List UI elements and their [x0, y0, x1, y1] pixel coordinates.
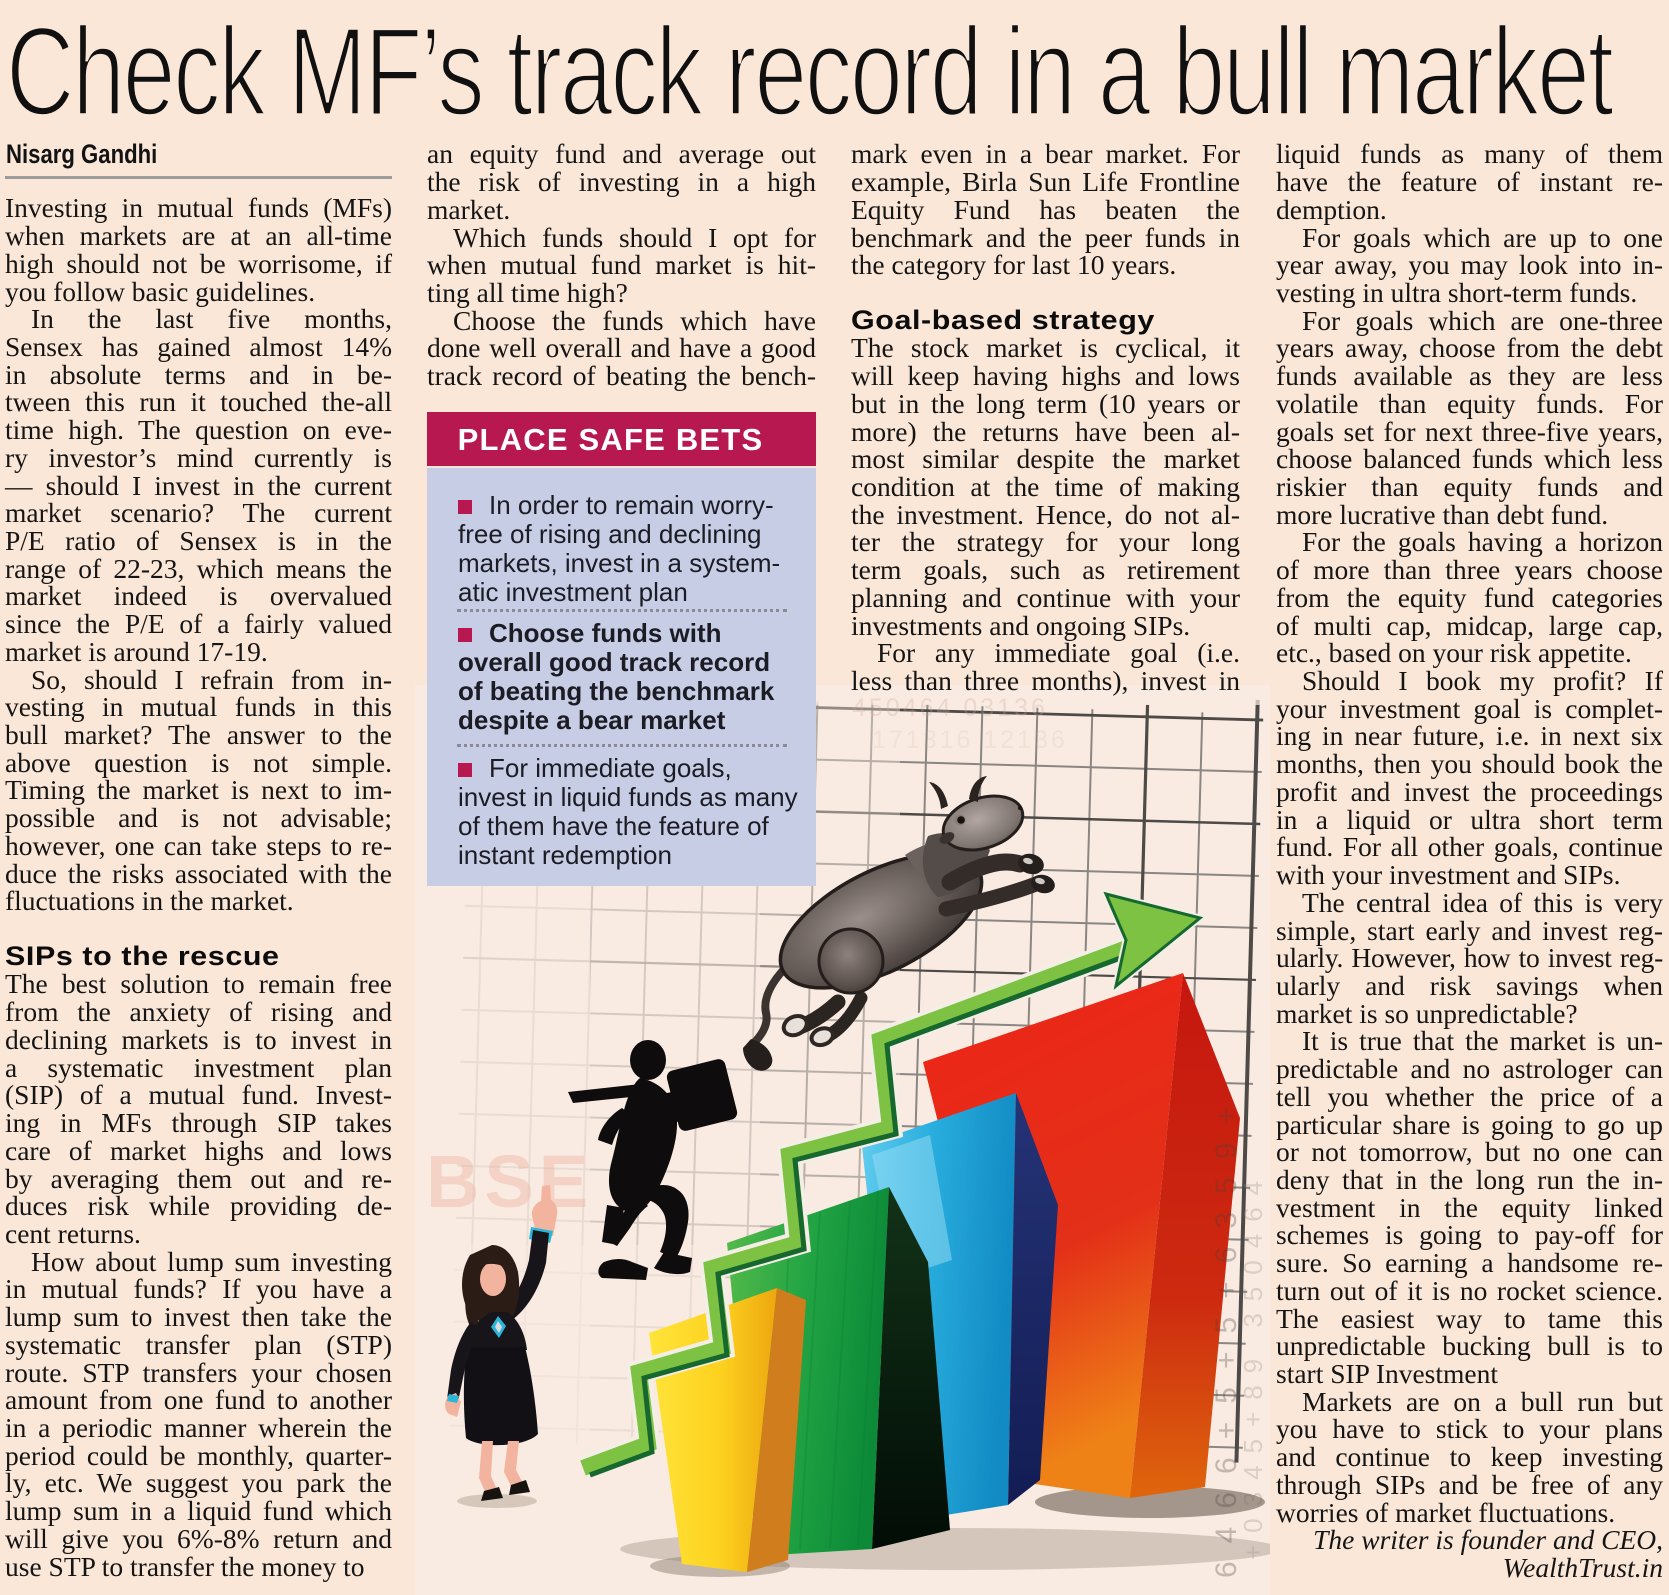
svg-text:171316 12136: 171316 12136: [872, 726, 1068, 754]
svg-text:BSE: BSE: [426, 1140, 593, 1223]
svg-text:450464 03136: 450464 03136: [852, 694, 1048, 722]
svg-text:6466+5+5+6359+: 6466+5+5+6359+: [1210, 1089, 1243, 1578]
